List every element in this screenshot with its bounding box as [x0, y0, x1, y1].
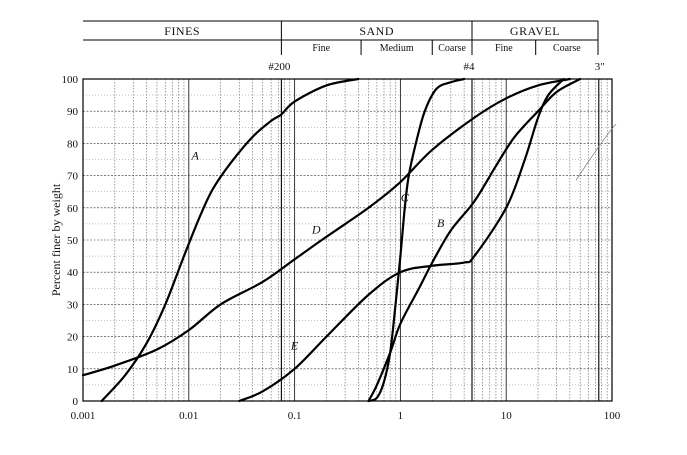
plot-frame — [82, 78, 613, 402]
y-tick-label: 30 — [67, 299, 79, 311]
curve-e — [238, 77, 565, 403]
minor-gridlines — [83, 79, 612, 401]
x-tick-label: 1 — [398, 410, 404, 422]
y-tick-label: 50 — [67, 235, 79, 247]
y-tick-label: 0 — [73, 396, 79, 408]
header-group-label: SAND — [359, 24, 394, 38]
x-tick-label: 0.01 — [179, 410, 198, 422]
y-tick-label: 90 — [67, 106, 79, 118]
curve-labels: A B C D E — [191, 149, 445, 353]
y-tick-label: 100 — [62, 74, 79, 86]
y-tick-label: 60 — [67, 203, 79, 215]
x-tick-label: 10 — [501, 410, 513, 422]
y-tick-label: 80 — [67, 138, 79, 150]
sieve-label: 3″ — [595, 61, 605, 73]
x-tick-label: 0.001 — [71, 410, 96, 422]
y-tick-label: 70 — [67, 171, 79, 183]
major-gridlines — [82, 78, 613, 402]
y-tick-label: 20 — [67, 332, 79, 344]
curve-label-c: C — [401, 190, 410, 204]
sieve-markers: #200 #4 3″ — [268, 61, 605, 401]
header-group-label: FINES — [164, 24, 200, 38]
curve-d — [81, 77, 571, 377]
y-tick-labels: 0 10 20 30 40 50 60 70 80 90 100 — [62, 74, 79, 408]
curve-label-e: E — [290, 338, 299, 352]
sieve-label: #4 — [463, 61, 475, 73]
curve-label-d: D — [311, 223, 321, 237]
soil-classification-header: FINES SAND GRAVEL Fine Medium Coarse Fine Coars… — [83, 20, 599, 55]
y-axis-label: Percent finer by weight — [49, 183, 63, 296]
header-subgroup-label: Medium — [380, 43, 414, 54]
header-subgroup-label: Coarse — [553, 43, 581, 54]
header-subgroup-label: Fine — [495, 43, 513, 54]
x-tick-labels: 0.001 0.01 0.1 1 10 100 — [71, 410, 621, 422]
stray-mark — [575, 123, 617, 181]
y-tick-label: 10 — [67, 364, 79, 376]
x-tick-label: 100 — [604, 410, 621, 422]
curve-a — [100, 77, 360, 403]
y-tick-label: 40 — [67, 267, 79, 279]
header-group-label: GRAVEL — [510, 24, 560, 38]
gradation-curves — [81, 77, 617, 403]
x-tick-label: 0.1 — [288, 410, 302, 422]
header-subgroup-label: Fine — [312, 43, 330, 54]
curve-label-b: B — [437, 216, 445, 230]
sieve-label: #200 — [268, 61, 291, 73]
curve-label-a: A — [191, 149, 200, 163]
curve-c — [367, 77, 466, 403]
header-subgroup-label: Coarse — [438, 43, 466, 54]
